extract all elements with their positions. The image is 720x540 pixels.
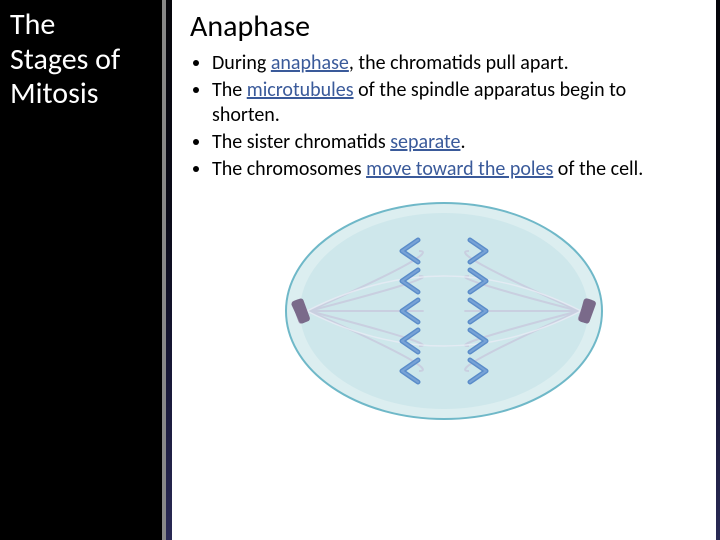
left-panel: The Stages of Mitosis	[0, 0, 162, 540]
title-line-2: Stages of	[10, 43, 152, 78]
panel-divider	[162, 0, 166, 540]
title-line-3: Mitosis	[10, 77, 152, 112]
bullet-item: The sister chromatids separate.	[212, 130, 698, 155]
bullet-list: During anaphase, the chromatids pull apa…	[212, 51, 698, 182]
bullet-item: During anaphase, the chromatids pull apa…	[212, 51, 698, 76]
bullet-item: The microtubules of the spindle apparatu…	[212, 78, 698, 128]
diagram-container	[190, 196, 698, 426]
title-line-1: The	[10, 8, 152, 43]
bullet-item: The chromosomes move toward the poles of…	[212, 157, 698, 182]
content-heading: Anaphase	[190, 8, 698, 45]
slide-section-title: The Stages of Mitosis	[10, 8, 152, 112]
content-panel: Anaphase During anaphase, the chromatids…	[172, 0, 716, 540]
anaphase-cell-diagram	[279, 196, 609, 426]
